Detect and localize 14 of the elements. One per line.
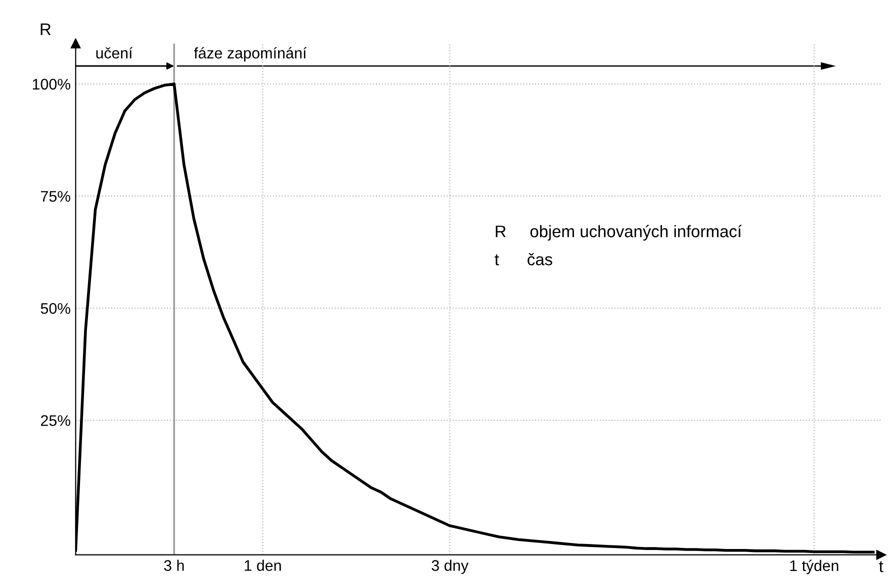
annotation: fáze zapomínání: [194, 47, 307, 62]
x-tick-label: 1 týden: [790, 560, 838, 574]
y-tick-label: 75%: [40, 190, 70, 202]
y-tick-label: 100%: [32, 78, 70, 90]
x-axis-title: t: [879, 561, 884, 572]
y-axis-title: R: [40, 24, 51, 36]
y-tick-label: 50%: [40, 303, 70, 314]
annotation: R objem uchovaných informací: [496, 224, 742, 241]
annotation: učení: [96, 47, 133, 58]
y-tick-label: 25%: [40, 415, 70, 426]
x-tick-label: 3 h: [164, 560, 184, 571]
x-tick-label: 3 dny: [432, 560, 468, 574]
x-tick-label: 1 den: [244, 560, 281, 571]
annotation: t čas: [494, 253, 552, 266]
